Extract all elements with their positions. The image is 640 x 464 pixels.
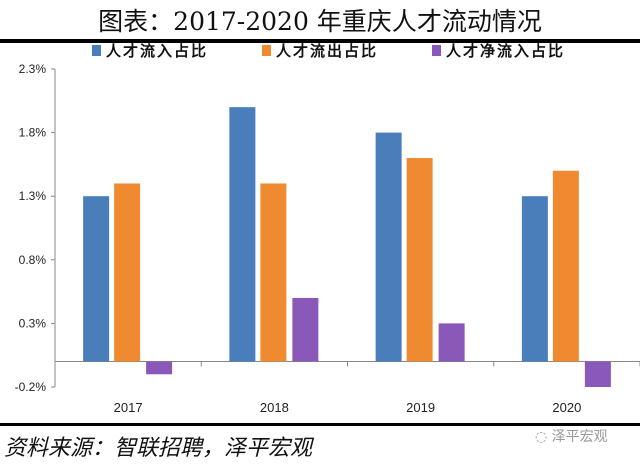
title-divider bbox=[0, 39, 640, 43]
y-tick-label: -0.2% bbox=[15, 380, 47, 394]
y-tick-label: 0.3% bbox=[19, 316, 47, 330]
watermark-text: 泽平宏观 bbox=[551, 429, 608, 445]
legend-swatch bbox=[262, 45, 271, 56]
bar-2018-series-2 bbox=[292, 297, 319, 362]
bar-2017-series-2 bbox=[146, 361, 173, 375]
bar-2019-series-1 bbox=[406, 158, 433, 362]
footer-divider bbox=[0, 423, 640, 426]
x-tick-label: 2019 bbox=[406, 400, 435, 415]
y-tick-label: 0.8% bbox=[19, 253, 47, 267]
legend-label: 人才流出占比 bbox=[276, 42, 378, 60]
bar-2020-series-1 bbox=[552, 170, 579, 362]
bar-2018-series-1 bbox=[260, 183, 287, 362]
x-tick-label: 2020 bbox=[552, 400, 581, 415]
x-tick-label: 2018 bbox=[260, 400, 289, 415]
bar-2019-series-0 bbox=[375, 132, 402, 362]
bar-2018-series-0 bbox=[229, 107, 256, 362]
legend-swatch bbox=[92, 45, 101, 56]
legend-label: 人才流入占比 bbox=[106, 42, 208, 60]
bar-2019-series-2 bbox=[438, 323, 465, 362]
watermark: ◌ 泽平宏观 bbox=[535, 426, 608, 446]
bar-2017-series-0 bbox=[83, 196, 110, 362]
legend-label: 人才净流入占比 bbox=[446, 42, 565, 60]
source-note: 资料来源：智联招聘，泽平宏观 bbox=[4, 436, 313, 461]
y-tick-label: 1.8% bbox=[19, 126, 47, 140]
wechat-icon: ◌ bbox=[535, 429, 552, 445]
y-tick-label: 2.3% bbox=[19, 62, 47, 76]
chart-title: 图表：2017-2020 年重庆人才流动情况 bbox=[98, 7, 542, 36]
bar-2020-series-2 bbox=[584, 361, 611, 387]
bar-2017-series-1 bbox=[114, 183, 141, 362]
bar-chart: -0.2% 0.3% 0.8% 1.3% 1.8% 2.3% 2017 2018 2019 202… bbox=[15, 42, 640, 415]
bar-2020-series-0 bbox=[521, 196, 548, 362]
x-tick-label: 2017 bbox=[114, 400, 143, 415]
legend-swatch bbox=[432, 45, 441, 56]
y-tick-label: 1.3% bbox=[19, 189, 47, 203]
